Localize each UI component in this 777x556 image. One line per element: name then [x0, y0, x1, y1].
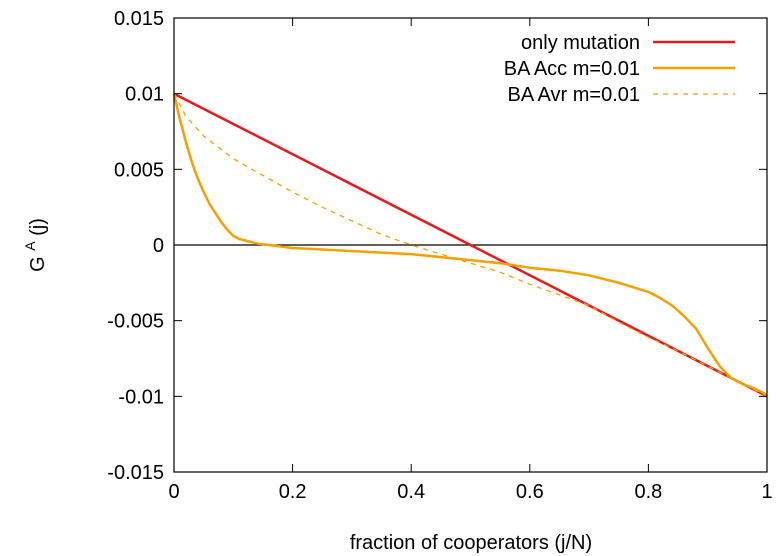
y-tick-label: 0.01	[125, 84, 164, 106]
legend-label-2: BA Acc m=0.01	[504, 58, 640, 80]
y-tick-label: -0.005	[107, 311, 164, 333]
y-axis-label-suffix: (j)	[27, 218, 49, 236]
x-tick-label: 0.4	[397, 481, 425, 503]
legend-label-3: BA Avr m=0.01	[508, 84, 641, 106]
x-tick-label: 0	[168, 481, 179, 503]
x-tick-label: 0.8	[634, 481, 662, 503]
y-axis-label: G A (j)	[18, 218, 49, 272]
tick-layer: 0 0.2 0.4 0.6 0.8 1 -0.015 -0.01 -0.005 0 0.005 0.0…	[107, 8, 772, 503]
series-line-3	[173, 93, 768, 397]
y-tick-label: 0.005	[114, 159, 164, 181]
x-tick-label: 1	[761, 481, 772, 503]
y-tick-label: -0.01	[118, 386, 164, 408]
legend: only mutation BA Acc m=0.01 BA Avr m=0.01	[504, 32, 735, 106]
y-axis-label-superscript: A	[22, 241, 38, 251]
x-axis-label: fraction of cooperators (j/N)	[350, 532, 592, 554]
y-tick-label: 0.015	[114, 8, 164, 30]
y-tick-label: -0.015	[107, 462, 164, 484]
series-layer	[172, 92, 768, 398]
series-line-2	[172, 93, 768, 396]
y-tick-label: 0	[153, 235, 164, 257]
legend-label-1: only mutation	[521, 32, 640, 54]
x-tick-label: 0.6	[516, 481, 544, 503]
y-axis-label-main: G	[27, 256, 49, 272]
x-tick-label: 0.2	[279, 481, 307, 503]
